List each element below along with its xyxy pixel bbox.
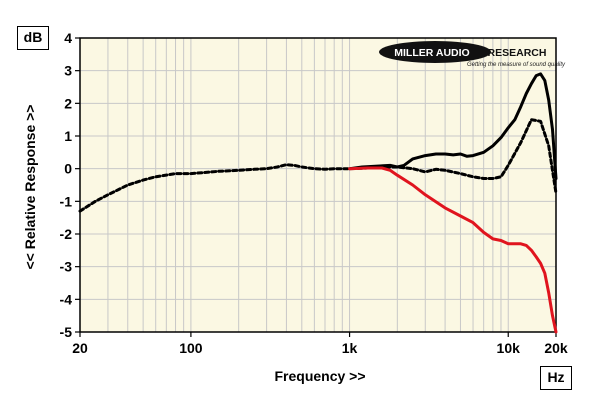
x-tick-label: 20k xyxy=(544,340,568,356)
x-unit-label: Hz xyxy=(540,366,572,390)
series-line-1 xyxy=(78,118,558,213)
y-unit-label: dB xyxy=(17,26,49,50)
y-tick-label: -3 xyxy=(60,259,73,275)
y-tick-label: -5 xyxy=(60,324,73,340)
x-tick-label: 1k xyxy=(342,340,358,356)
x-axis-title: Frequency >> xyxy=(274,368,366,384)
logo-text-research: RESEARCH xyxy=(488,47,547,59)
series-line-2 xyxy=(348,72,558,180)
y-tick-label: 2 xyxy=(64,95,72,111)
y-tick-label: 4 xyxy=(64,30,72,46)
x-tick-label: 10k xyxy=(497,340,521,356)
plot-area xyxy=(80,38,556,332)
logo-badge xyxy=(379,41,491,63)
y-tick-label: -1 xyxy=(60,193,73,209)
plot-border xyxy=(79,37,557,333)
series-line-3 xyxy=(348,166,558,334)
y-axis-title: << Relative Response >> xyxy=(22,104,38,270)
y-tick-label: 1 xyxy=(64,128,72,144)
logo-text: MILLER AUDIO xyxy=(394,47,469,59)
x-tick-label: 100 xyxy=(179,340,203,356)
y-tick-label: 3 xyxy=(64,63,72,79)
y-tick-label: -2 xyxy=(60,226,73,242)
y-tick-label: 0 xyxy=(64,161,72,177)
x-tick-label: 20 xyxy=(72,340,88,356)
logo-tagline: Getting the measure of sound quality xyxy=(467,62,566,68)
y-tick-label: -4 xyxy=(60,291,73,307)
